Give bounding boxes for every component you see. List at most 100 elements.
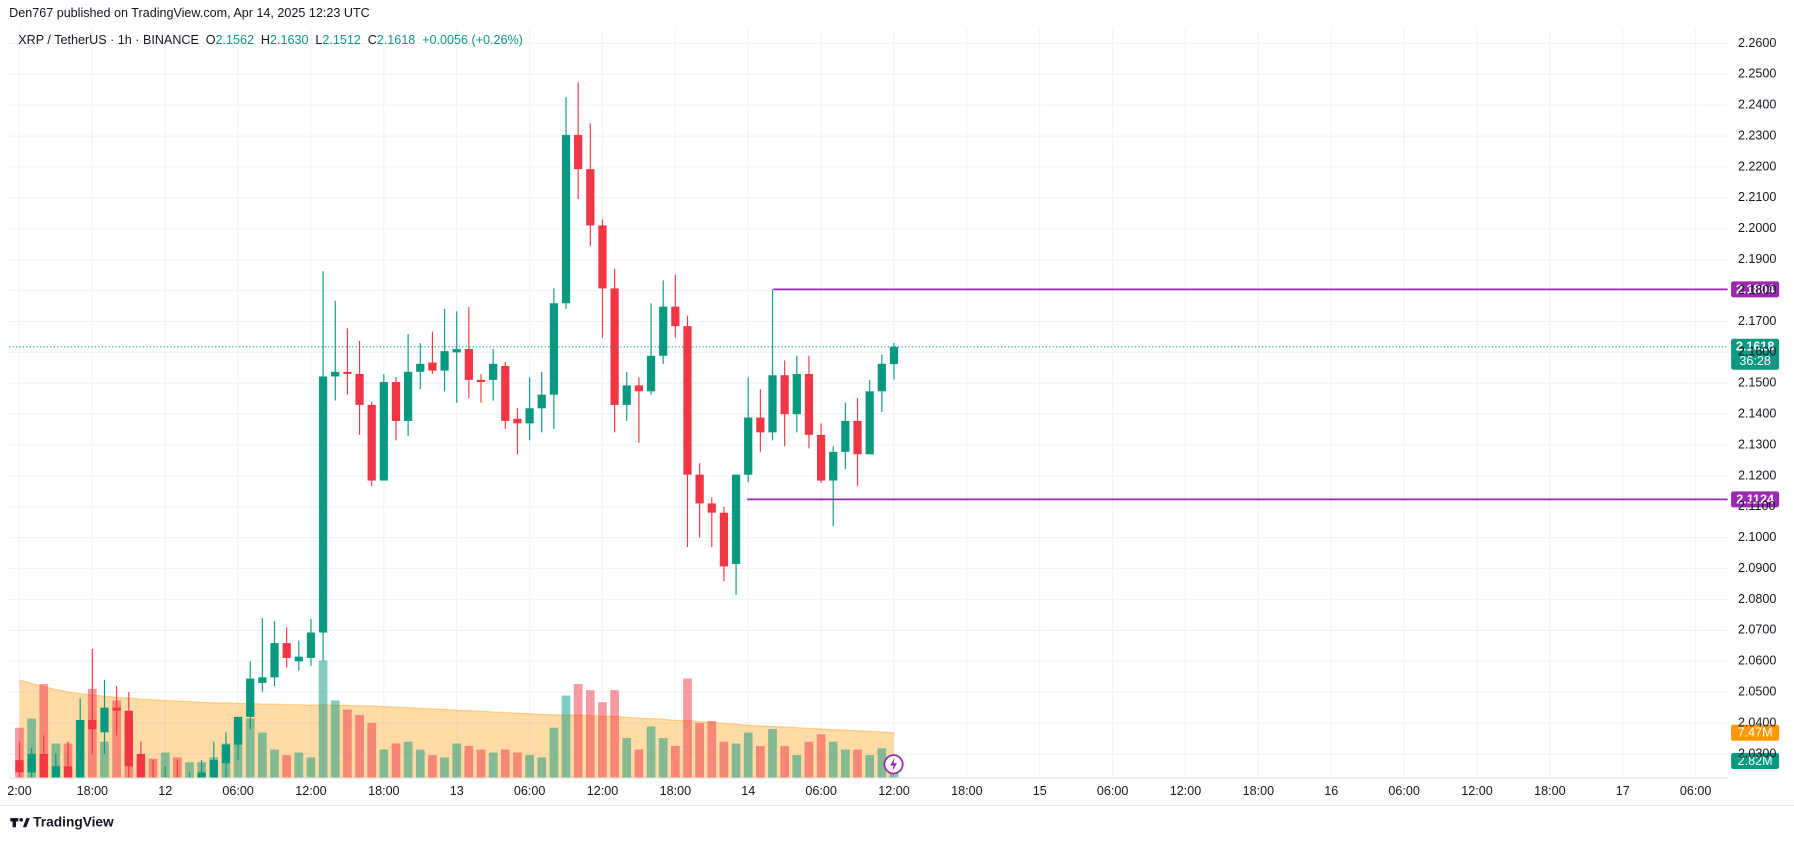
volume-bar [185,762,194,779]
volume-bar [743,732,753,779]
candle-body [63,766,73,779]
volume-bar [658,738,668,779]
volume-bar [500,749,510,779]
y-tick-label: 2.1400 [1738,406,1776,420]
candle-body [197,772,206,779]
y-tick-label: 2.1200 [1738,468,1776,482]
candle-body [731,474,741,564]
legend-o-value: 2.1562 [216,34,254,48]
volume-bar [780,745,790,779]
x-tick-label: 06:00 [222,784,253,798]
candle-body [537,394,546,409]
volume-bar [415,749,425,779]
candle-body [185,785,193,797]
y-tick-label: 2.1000 [1738,530,1776,544]
candle-body [804,373,814,435]
volume-bar [355,714,364,779]
replay-icon [883,754,904,775]
volume-bar [792,755,802,779]
volume-bar [403,741,413,779]
y-tick-label: 2.1600 [1738,345,1776,359]
brand: TradingView [33,814,114,829]
x-tick-label: 12:00 [295,784,326,798]
candle-body [100,707,109,733]
volume-bar [391,743,401,779]
x-tick-label: 12:00 [1170,784,1201,798]
candle-body [173,779,181,798]
legend-symbol: XRP / TetherUS · 1h · BINANCE [18,34,199,48]
candle-body [452,348,461,353]
candle-body [136,753,146,779]
x-tick-label: 18:00 [77,784,108,798]
volume-bar [816,734,826,779]
volume-bar [828,741,838,779]
x-tick-label: 12 [158,784,172,798]
volume-bar [525,755,534,779]
candle-body [695,474,704,504]
candle-body [877,363,886,392]
candle-body [221,744,231,764]
volume-bar [160,752,170,779]
y-tick-label: 2.2400 [1738,98,1776,112]
candle-body [598,225,607,289]
volume-bar [707,721,717,779]
volume-bar [804,741,814,779]
price-tag-label: 2.1804 [1736,282,1774,296]
candle-body [561,134,571,304]
candle-body [756,417,765,433]
candle-body [780,375,789,415]
volume-bar [537,757,547,779]
candle-body [306,632,316,658]
candle-body [476,379,486,383]
candle-body [501,365,510,421]
candle-body [671,306,680,327]
volume-bar [39,684,49,779]
y-tick-label: 2.1300 [1738,437,1776,451]
legend-h-value: 2.1630 [270,34,308,48]
last-price-tag [1731,338,1780,370]
candle-body [744,417,753,475]
volume-bar [258,732,267,779]
volume-ma-line [19,679,895,734]
volume-tag-label: 2.82M [1738,754,1773,768]
volume-bar [598,702,607,779]
legend-c-label: C [368,34,377,48]
candle-body [525,408,534,424]
candles [15,82,899,798]
y-tick-label: 2.0400 [1738,715,1776,729]
volume-bar [100,741,109,779]
candle-body [318,376,328,633]
volume-bar [476,749,486,779]
candle-body [209,760,218,779]
legend-change: +0.0056 (+0.26%) [422,34,523,48]
candle-body [149,779,157,791]
volume-bar [452,743,462,779]
x-tick-label: 16 [1324,784,1338,798]
volume-bar [112,700,121,779]
candle-body [15,760,24,773]
candle-body [51,766,61,779]
volume-bar [561,695,571,779]
candle-body [27,753,36,773]
volume-bar [549,727,559,779]
volume-bar [622,738,632,779]
x-tick-label: 2:00 [7,784,31,798]
candle-body [379,382,388,481]
candle-body [513,418,522,424]
legend-l-value: 2.1512 [322,34,360,48]
volume-bar [306,757,316,779]
x-tick-label: 06:00 [514,784,545,798]
x-tick-label: 06:00 [1097,784,1128,798]
volume-bar [513,752,522,779]
candle-body [464,348,473,380]
y-tick-label: 2.0500 [1738,684,1776,698]
candle-body [124,710,133,767]
y-tick-label: 2.2100 [1738,190,1776,204]
volume-bar [318,660,328,779]
candle-body [853,420,862,455]
volume-bar [865,755,875,779]
y-tick-label: 2.2000 [1738,221,1776,235]
candle-body [768,375,777,433]
candle-body [792,373,801,415]
